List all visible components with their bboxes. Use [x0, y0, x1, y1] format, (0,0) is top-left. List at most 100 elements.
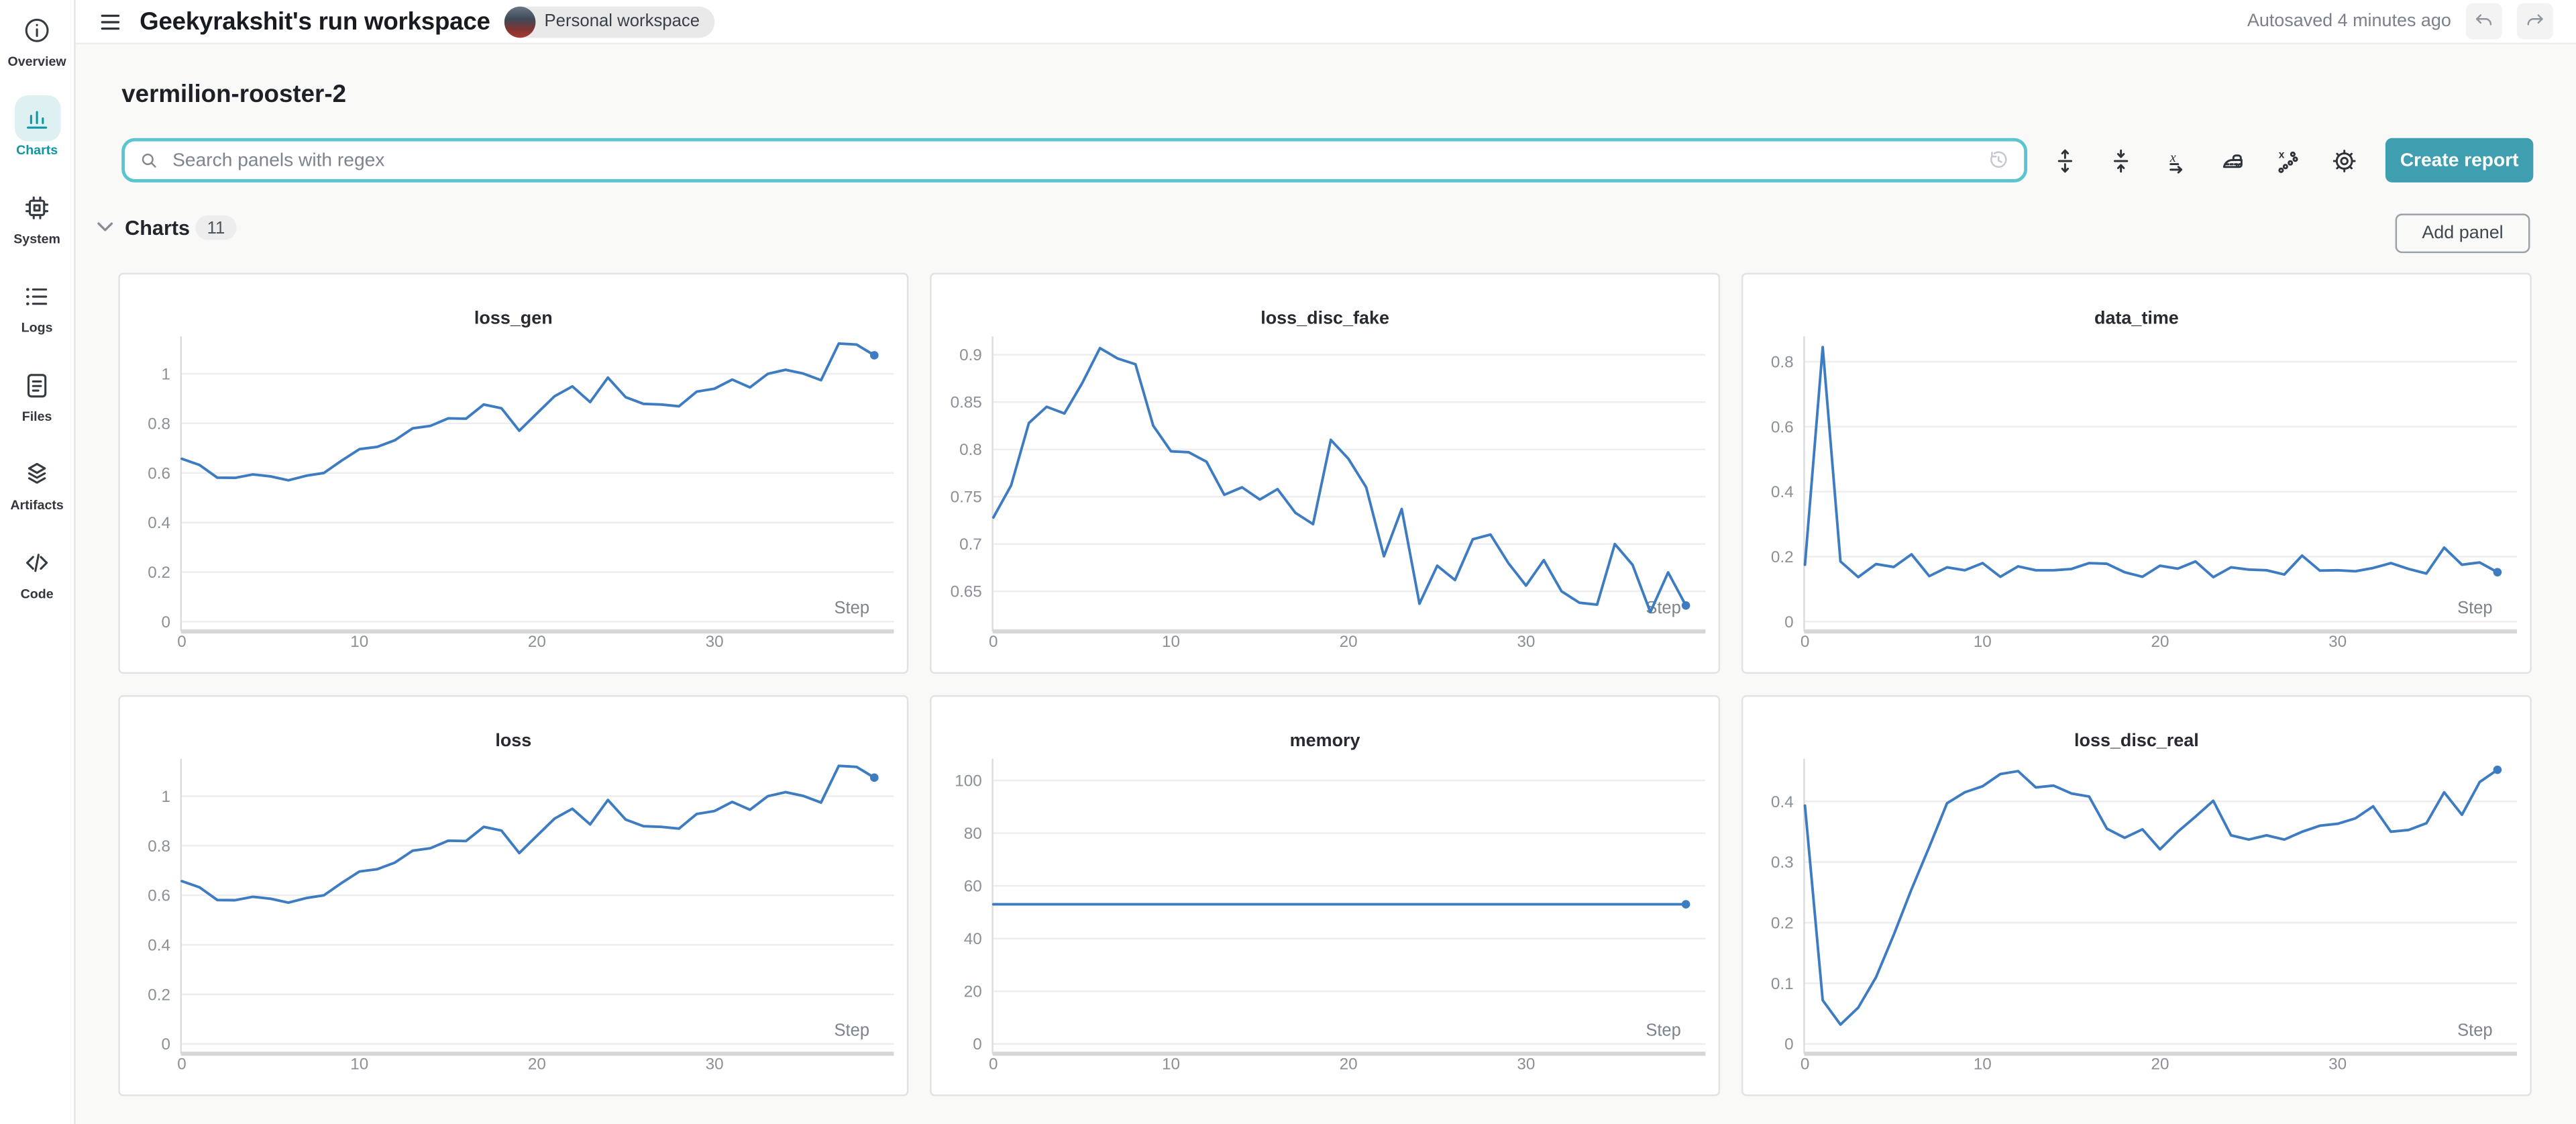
x-tick-label: 30	[706, 633, 724, 651]
undo-icon	[2475, 14, 2492, 25]
workspace-badge-label: Personal workspace	[544, 11, 700, 32]
x-tick-label: 20	[2151, 633, 2169, 651]
code-icon	[14, 539, 60, 585]
chart-panel-memory[interactable]: 0 20 40 60 80 100 0 10 20 30 Step memory	[930, 695, 1721, 1096]
y-tick-label: 0	[973, 1035, 982, 1054]
history-icon[interactable]	[1986, 148, 2011, 172]
chart-title: loss_disc_real	[2074, 731, 2199, 752]
x-tick-label: 0	[1801, 1055, 1810, 1073]
chart-title: loss_disc_fake	[1260, 309, 1389, 329]
smoothing-button[interactable]	[2218, 145, 2249, 176]
add-panel-button[interactable]: Add panel	[2395, 213, 2530, 254]
x-axis-label: Step	[835, 1021, 869, 1040]
chart-line	[991, 346, 1688, 614]
logs-icon	[14, 273, 60, 319]
chart-line	[180, 764, 876, 905]
sidebar-item-label: System	[13, 232, 60, 247]
y-tick-label: 60	[964, 878, 982, 896]
sidebar-item-label: Charts	[16, 143, 58, 158]
x-tick-label: 20	[528, 1055, 546, 1073]
autosave-status: Autosaved 4 minutes ago	[2247, 11, 2451, 32]
sidebar-item-code[interactable]: Code	[0, 539, 74, 627]
x-tick-label: 20	[2151, 1055, 2169, 1073]
x-tick-label: 0	[177, 1055, 186, 1073]
y-tick-label: 80	[964, 825, 982, 843]
settings-gear-button[interactable]	[2330, 145, 2361, 176]
workspace-badge[interactable]: Personal workspace	[504, 5, 715, 38]
x-tick-label: 0	[1801, 633, 1810, 651]
chart-panel-loss_disc_real[interactable]: 0 0.1 0.2 0.3 0.4 0 10 20 30 Step loss_disc_real	[1741, 695, 2532, 1096]
sidebar-item-label: Overview	[7, 54, 66, 69]
chart-line	[180, 342, 876, 482]
x-tick-label: 20	[1340, 1055, 1358, 1073]
chart-panel-data_time[interactable]: 0 0.2 0.4 0.6 0.8 0 10 20 30 Step data_time	[1741, 272, 2532, 674]
x-tick-label: 30	[1517, 633, 1535, 651]
y-tick-label: 0.8	[1771, 354, 1794, 372]
y-tick-label: 0.4	[1771, 483, 1794, 501]
x-tick-label: 10	[1162, 633, 1180, 651]
chart-title: loss_gen	[474, 309, 553, 329]
sidebar-item-logs[interactable]: Logs	[0, 273, 74, 362]
chart-panel-loss_disc_fake[interactable]: 0.65 0.7 0.75 0.8 0.85 0.9 0 10 20 30 Step loss_dis…	[930, 272, 1721, 674]
sidebar-item-label: Code	[20, 586, 54, 602]
x-axis-settings-button[interactable]: x	[2162, 145, 2194, 176]
workspace-title: Geekyrakshit's run workspace	[140, 7, 490, 36]
smoothing-icon	[2218, 146, 2249, 175]
x-tick-label: 10	[1974, 633, 1992, 651]
x-tick-label: 0	[177, 633, 186, 651]
y-tick-label: 0.85	[951, 394, 982, 412]
undo-button[interactable]	[2465, 3, 2502, 40]
y-tick-label: 0.2	[148, 986, 170, 1004]
y-tick-label: 20	[964, 983, 982, 1001]
outliers-icon: x	[2273, 146, 2305, 175]
y-tick-label: 0.3	[1771, 854, 1794, 872]
search-panels-box	[121, 138, 2028, 183]
y-tick-label: 0	[162, 1035, 171, 1054]
y-tick-label: 0.4	[148, 514, 170, 532]
chart-title: data_time	[2094, 309, 2179, 329]
y-tick-label: 1	[162, 366, 171, 384]
sidebar-item-charts[interactable]: Charts	[0, 95, 74, 184]
chip-icon	[14, 184, 60, 230]
x-tick-label: 10	[1162, 1055, 1180, 1073]
create-report-button[interactable]: Create report	[2385, 138, 2534, 183]
chart-memory: 0 20 40 60 80 100 0 10 20 30 Step	[955, 758, 1706, 1073]
sidebar-item-artifacts[interactable]: Artifacts	[0, 450, 74, 539]
sidebar-item-overview[interactable]: Overview	[0, 7, 74, 95]
top-bar: Geekyrakshit's run workspace Personal wo…	[75, 0, 2576, 45]
sidebar-item-label: Logs	[21, 320, 53, 336]
x-tick-label: 0	[989, 633, 998, 651]
collapse-panels-button[interactable]	[2106, 145, 2138, 176]
files-icon	[14, 362, 60, 408]
y-tick-label: 0.2	[1771, 548, 1794, 566]
sidebar-item-files[interactable]: Files	[0, 362, 74, 450]
x-tick-label: 10	[350, 1055, 368, 1073]
y-tick-label: 100	[955, 772, 981, 790]
menu-icon[interactable]	[97, 7, 125, 36]
outliers-button[interactable]: x	[2273, 145, 2305, 176]
last-point-marker	[1681, 601, 1690, 610]
chart-title: memory	[1289, 731, 1360, 752]
redo-button[interactable]	[2516, 3, 2553, 40]
last-point-marker	[2493, 568, 2502, 577]
expand-panels-button[interactable]	[2050, 145, 2082, 176]
y-tick-label: 0.7	[959, 535, 982, 554]
sidebar-item-system[interactable]: System	[0, 184, 74, 272]
sidebar: Overview Charts System Logs Files Artifacts Co…	[0, 0, 76, 1124]
chart-panel-loss_gen[interactable]: 0 0.2 0.4 0.6 0.8 1 0 10 20 30 Step loss_gen	[118, 272, 909, 674]
y-tick-label: 0.65	[951, 583, 982, 601]
chart-title: loss	[495, 731, 532, 752]
x-tick-label: 30	[706, 1055, 724, 1073]
x-tick-label: 0	[989, 1055, 998, 1073]
search-input[interactable]	[169, 148, 1977, 172]
info-icon	[14, 7, 60, 53]
last-point-marker	[2493, 765, 2502, 774]
x-axis-label: Step	[835, 599, 869, 617]
x-axis-settings-icon: x	[2162, 146, 2194, 175]
chevron-down-icon[interactable]	[92, 213, 118, 240]
chart-panel-loss[interactable]: 0 0.2 0.4 0.6 0.8 1 0 10 20 30 Step loss	[118, 695, 909, 1096]
